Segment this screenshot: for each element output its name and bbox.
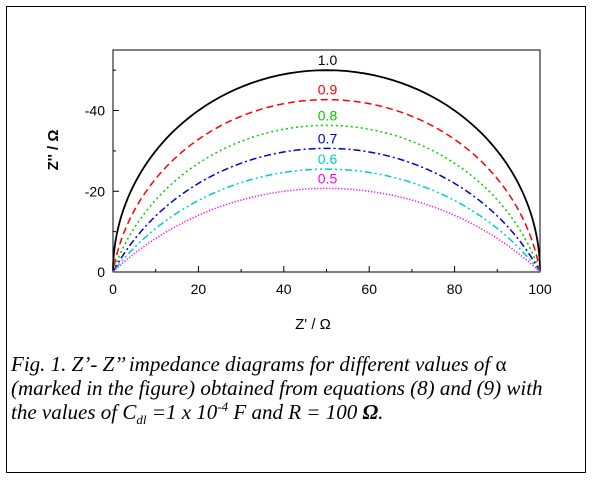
y-tick-label: -20 xyxy=(85,183,105,199)
x-axis-title: Z' / Ω xyxy=(295,316,331,333)
x-tick-label: 20 xyxy=(191,281,207,297)
caption-sup: -4 xyxy=(217,399,229,414)
caption-text-1: Fig. 1. Z’- Z’’ impedance diagrams for d… xyxy=(11,352,496,376)
caption-text-4: F and R = 100 xyxy=(228,400,363,424)
caption-omega: Ω xyxy=(362,400,379,424)
figure-frame xyxy=(6,6,586,473)
chart-curves xyxy=(112,69,541,273)
series-label-0-6: 0.6 xyxy=(318,151,338,167)
series-label-0-5: 0.5 xyxy=(318,170,338,186)
x-tick-label: 0 xyxy=(109,281,117,297)
chart-axes: 0 20 40 60 80 100 0 -20 -40 xyxy=(85,49,552,297)
y-axis-title: Z'' / Ω xyxy=(45,130,62,171)
series-line-0-6 xyxy=(112,168,541,273)
series-line-0-5 xyxy=(112,187,541,273)
caption-alpha-symbol: α xyxy=(495,352,507,376)
series-label-1-0: 1.0 xyxy=(318,52,338,68)
x-tick-label: 80 xyxy=(447,281,463,297)
chart-curve-labels: 1.0 0.9 0.8 0.7 0.6 0.5 xyxy=(318,52,338,186)
series-line-0-8 xyxy=(112,124,541,273)
caption-text-5: . xyxy=(378,400,384,424)
caption-text-2: (marked in the figure) obtained from equ… xyxy=(11,376,543,424)
x-tick-label: 60 xyxy=(361,281,377,297)
series-label-0-8: 0.8 xyxy=(318,107,338,123)
x-tick-label: 40 xyxy=(276,281,292,297)
y-tick-label: -40 xyxy=(85,103,105,119)
caption-text-3: =1 x 10 xyxy=(146,400,218,424)
impedance-chart: 0 20 40 60 80 100 0 -20 -40 1.0 0.9 0.8 0.7 0.6 0.5 Z… xyxy=(45,49,552,333)
x-tick-label: 100 xyxy=(528,281,552,297)
figure-caption: Fig. 1. Z’- Z’’ impedance diagrams for d… xyxy=(11,352,571,428)
caption-sub: dl xyxy=(136,412,147,428)
series-label-0-9: 0.9 xyxy=(318,82,338,98)
series-label-0-7: 0.7 xyxy=(318,130,338,146)
y-tick-label: 0 xyxy=(97,264,105,280)
